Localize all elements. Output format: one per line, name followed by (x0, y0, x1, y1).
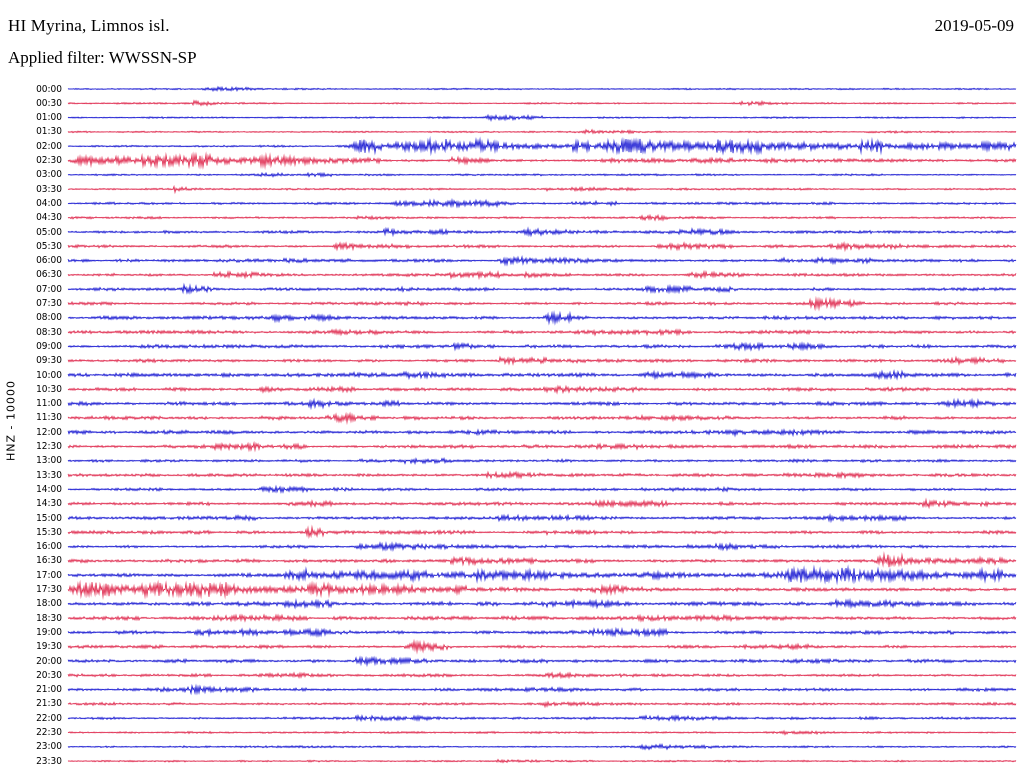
seismogram-page: HI Myrina, Limnos isl. 2019-05-09 Applie… (0, 0, 1024, 780)
seismogram-traces (0, 0, 1024, 780)
